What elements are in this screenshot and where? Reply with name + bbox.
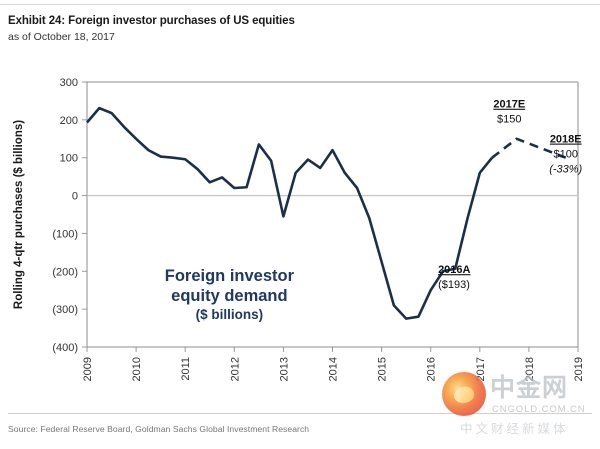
x-tick-label: 2016: [426, 357, 438, 381]
x-tick-label: 2013: [278, 357, 290, 381]
forecast-line: [491, 137, 567, 159]
annotations-group: Foreign investor equity demand ($ billions…: [165, 99, 583, 322]
y-tick-label: (300): [52, 304, 78, 316]
callout-2018e-label: 2018E: [550, 134, 582, 146]
y-axis-title-group: Rolling 4-qtr purchases ($ billions): [13, 120, 25, 309]
center-label-line1: Foreign investor: [165, 267, 295, 285]
footer-divider: [8, 413, 592, 414]
data-line: [86, 106, 494, 320]
x-tick-label: 2012: [229, 357, 241, 381]
callout-2018e-value: $100: [553, 149, 577, 161]
x-axis-ticks: 2009 2010 2011 2012 2013 2014 2015 2016 2017 2018…: [82, 347, 585, 381]
x-tick-label: 2014: [328, 357, 340, 381]
x-tick-label: 2017: [475, 357, 487, 381]
x-tick-label: 2011: [180, 357, 192, 381]
plot-frame: [86, 81, 579, 348]
callout-2016a-label: 2016A: [438, 264, 470, 276]
y-tick-label: 0: [72, 191, 78, 203]
watermark-tagline: 中文财经新媒体: [460, 421, 569, 436]
y-tick-label: (200): [52, 266, 78, 278]
chart-header: Exhibit 24: Foreign investor purchases o…: [8, 14, 592, 44]
top-divider: [0, 4, 600, 5]
y-axis-title: Rolling 4-qtr purchases ($ billions): [13, 120, 25, 309]
callout-2016a-value: ($193): [438, 279, 470, 291]
callout-2017e-label: 2017E: [493, 99, 525, 111]
x-tick-label: 2018: [524, 357, 536, 381]
center-label-line3: ($ billions): [196, 307, 264, 322]
y-tick-label: 200: [60, 115, 78, 127]
chart-container: Rolling 4-qtr purchases ($ billions) 300…: [0, 52, 600, 397]
center-label-line2: equity demand: [171, 287, 287, 305]
source-note: Source: Federal Reserve Board, Goldman S…: [8, 424, 310, 434]
x-tick-label: 2019: [573, 357, 585, 381]
y-tick-label: 100: [60, 153, 78, 165]
y-axis-ticks: 300 200 100 0 (100) (200) (300) (400): [52, 77, 87, 354]
y-tick-label: (100): [52, 228, 78, 240]
callout-2018e-pct: (-33%): [549, 164, 582, 176]
x-tick-label: 2015: [377, 357, 389, 381]
data-series-group: [86, 106, 567, 320]
x-tick-label: 2010: [131, 357, 143, 381]
x-tick-label: 2009: [82, 357, 94, 381]
page-title: Exhibit 24: Foreign investor purchases o…: [8, 15, 295, 27]
callout-2017e-value: $150: [497, 114, 521, 126]
page-subtitle: as of October 18, 2017: [8, 31, 115, 43]
line-chart: Rolling 4-qtr purchases ($ billions) 300…: [13, 77, 585, 381]
y-tick-label: (400): [52, 342, 78, 354]
y-tick-label: 300: [60, 77, 78, 89]
